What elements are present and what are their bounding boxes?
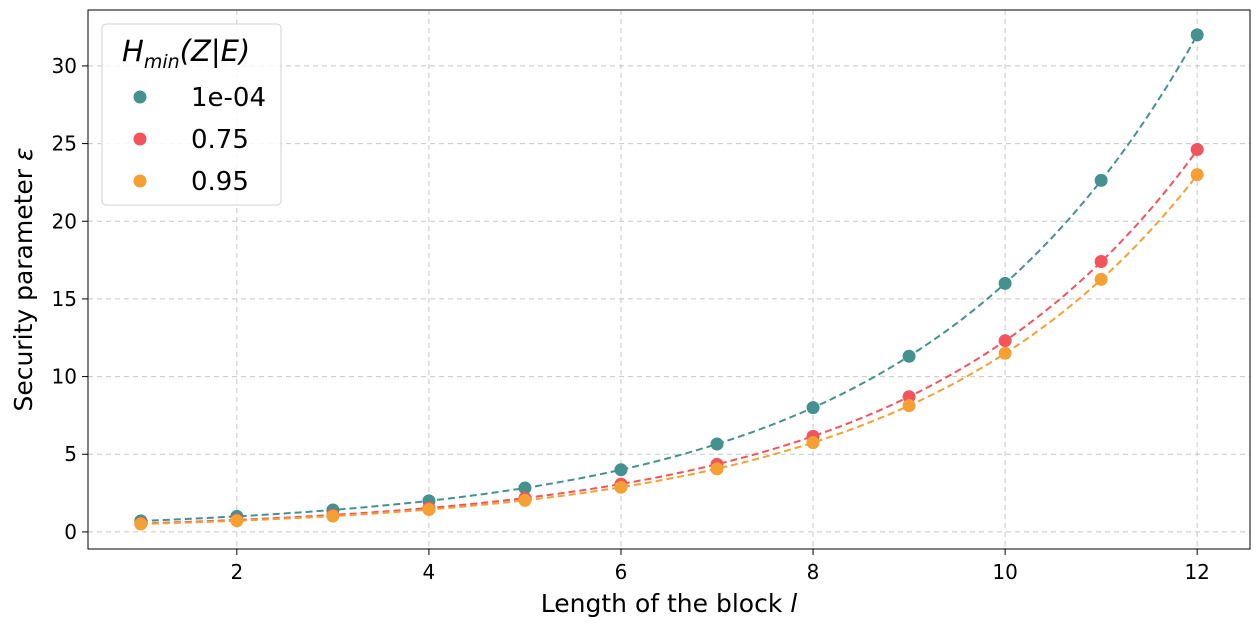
x-tick-label: 6 — [615, 560, 628, 584]
legend-label: 0.95 — [191, 167, 249, 197]
data-point — [1190, 28, 1204, 42]
data-point — [902, 399, 916, 413]
y-tick-label: 10 — [52, 365, 77, 389]
legend-marker — [133, 132, 147, 146]
data-point — [806, 436, 820, 450]
x-tick-label: 2 — [230, 560, 243, 584]
y-tick-label: 15 — [52, 287, 77, 311]
legend-title-subscript: min — [144, 51, 180, 73]
x-tick-label: 8 — [807, 560, 820, 584]
data-point — [1190, 142, 1204, 156]
data-point — [806, 401, 820, 415]
x-tick-label: 10 — [992, 560, 1017, 584]
data-point — [614, 480, 628, 494]
x-axis-label: Length of the block l — [541, 589, 797, 618]
legend-title-rest: (Z|E) — [180, 34, 251, 68]
y-tick-label: 30 — [52, 54, 77, 78]
data-point — [422, 503, 436, 517]
x-axis-variable: l — [790, 589, 797, 618]
data-point — [326, 509, 340, 523]
legend-title-main: H — [122, 34, 144, 68]
y-tick-label: 25 — [52, 132, 77, 156]
legend-marker — [133, 90, 147, 104]
plot-frame — [87, 9, 1251, 550]
axis-ticks: 2 4 6 8 10 12 0 5 10 15 20 25 30 — [52, 54, 1210, 584]
data-point — [710, 437, 724, 451]
data-point — [614, 463, 628, 477]
legend-entries: 1e-04 0.75 0.95 — [133, 83, 266, 197]
data-point — [902, 349, 916, 363]
legend-title: Hmin(Z|E) — [122, 34, 250, 73]
data-point — [1094, 272, 1108, 286]
legend: Hmin(Z|E) 1e-04 0.75 0.95 — [101, 23, 282, 206]
y-axis-variable: ε — [9, 147, 38, 161]
y-axis-label-text: Security parameter — [9, 168, 38, 411]
data-point — [1094, 254, 1108, 268]
legend-marker — [133, 174, 147, 188]
data-point — [998, 334, 1012, 348]
data-point — [518, 493, 532, 507]
y-tick-label: 0 — [64, 520, 77, 544]
x-tick-label: 4 — [423, 560, 436, 584]
legend-box — [101, 23, 282, 206]
data-point — [1094, 173, 1108, 187]
y-tick-label: 20 — [52, 209, 77, 233]
data-point — [998, 276, 1012, 290]
data-point — [134, 517, 148, 531]
data-point — [518, 481, 532, 495]
series-layer — [134, 28, 1204, 531]
y-tick-label: 5 — [64, 442, 77, 466]
series-fit-line — [140, 34, 1199, 522]
data-point — [1190, 168, 1204, 182]
grid — [88, 10, 1250, 549]
series-fit-line — [140, 149, 1198, 525]
x-axis-label-text: Length of the block — [541, 589, 783, 618]
series-fit-line — [140, 174, 1198, 525]
data-point — [998, 346, 1012, 360]
y-axis-label: Security parameter ε — [9, 147, 38, 411]
legend-label: 0.75 — [191, 125, 249, 155]
legend-label: 1e-04 — [191, 83, 266, 113]
x-tick-label: 12 — [1184, 560, 1209, 584]
data-point — [710, 462, 724, 476]
data-point — [230, 514, 244, 528]
